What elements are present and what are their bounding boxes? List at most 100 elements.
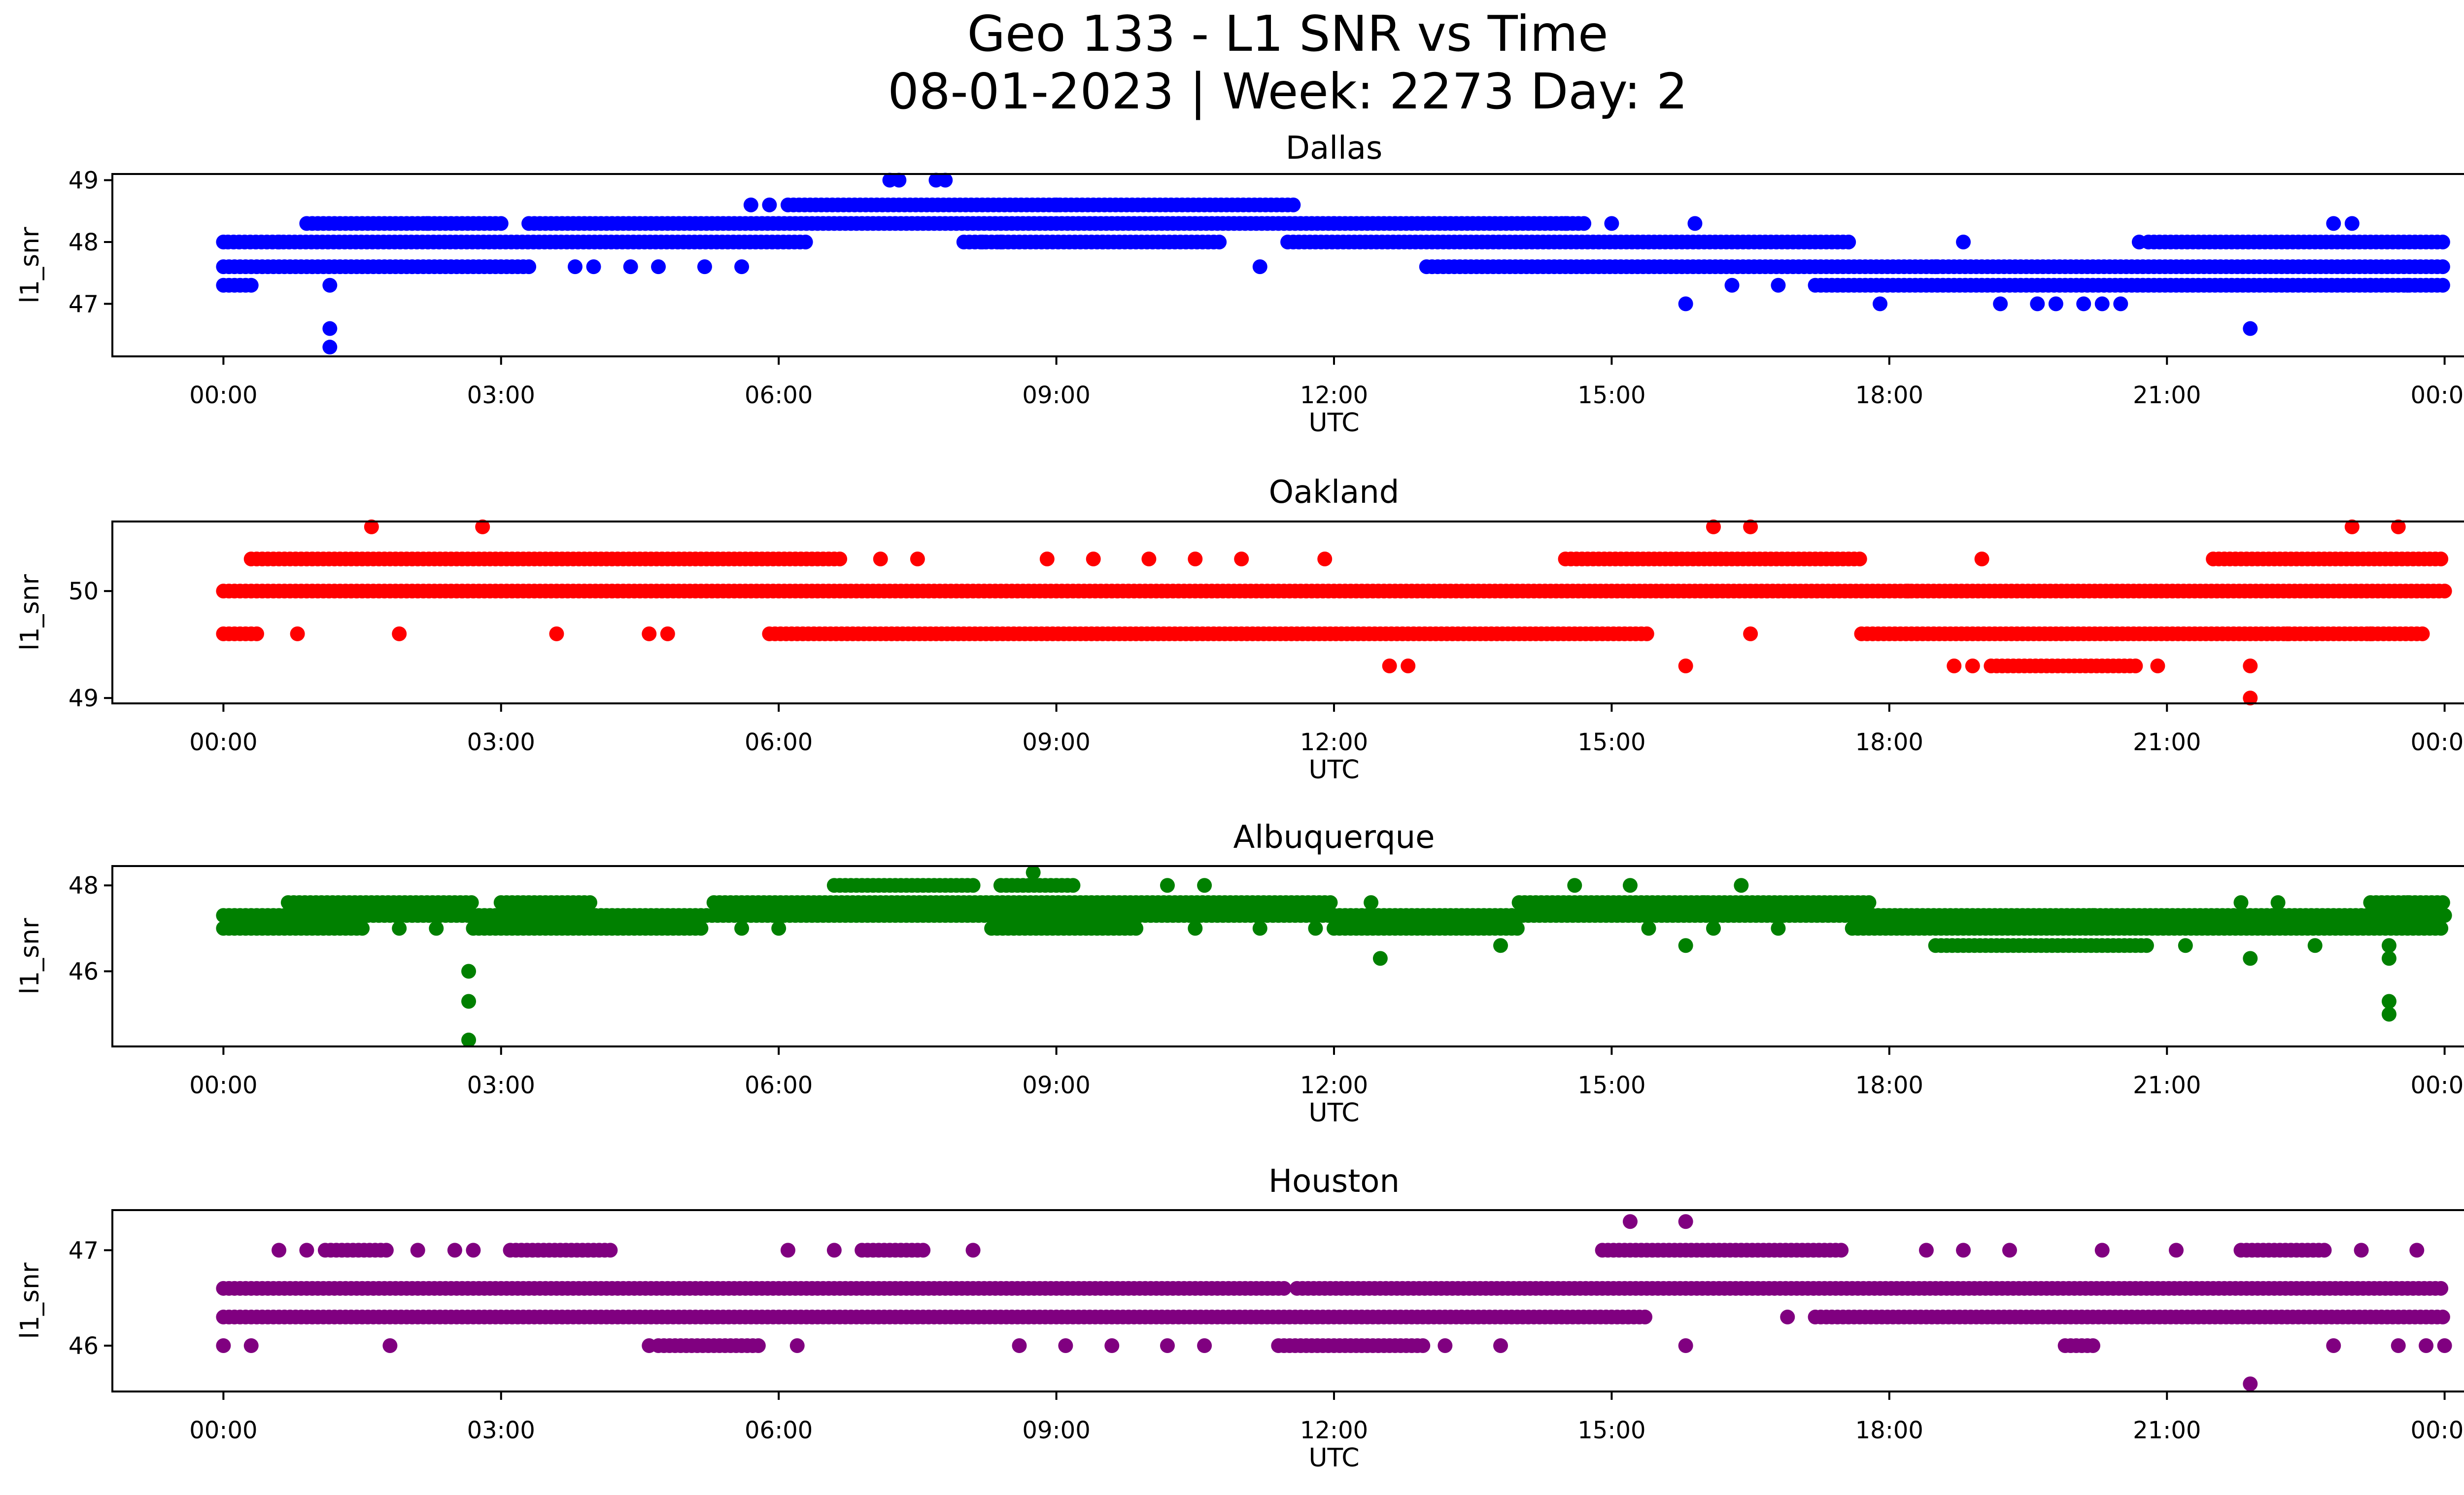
data-point [975, 234, 990, 249]
data-point [1252, 921, 1267, 936]
data-point [568, 259, 583, 275]
data-point [1276, 1281, 1292, 1296]
data-point [2243, 1376, 2258, 1391]
data-point [660, 626, 675, 641]
data-point [2435, 895, 2450, 910]
y-axis-label: l1_snr [15, 1262, 45, 1339]
data-point [243, 1338, 259, 1354]
y-tick-label: 47 [68, 1237, 99, 1264]
data-point [461, 994, 477, 1009]
x-tick-label: 00:00 [2410, 729, 2464, 756]
data-point [1639, 626, 1654, 641]
data-point [780, 1243, 795, 1258]
y-tick-label: 47 [68, 290, 99, 318]
data-point [1026, 865, 1041, 880]
data-point [461, 1032, 477, 1047]
data-point [1697, 895, 1712, 910]
x-tick-label: 15:00 [1577, 1417, 1645, 1444]
panel-albuquerque: Albuquerque 00:00 03:00 06:00 09:00 12:00 15:0… [15, 819, 2464, 1128]
data-point [1834, 1243, 1849, 1258]
data-point [322, 340, 338, 355]
x-axis-label: UTC [1308, 1098, 1359, 1128]
data-point [2391, 519, 2406, 534]
data-point [2085, 908, 2100, 923]
data-point [916, 1243, 931, 1258]
panel-title: Dallas [1286, 130, 1383, 167]
data-point [1437, 1338, 1453, 1354]
y-tick-label: 49 [68, 685, 99, 712]
x-axis-label: UTC [1308, 408, 1359, 438]
data-point [1965, 659, 1980, 674]
y-tick-label: 48 [68, 229, 99, 256]
data-point [2409, 1243, 2425, 1258]
data-point [1493, 938, 1508, 953]
data-point [461, 964, 477, 979]
data-point [1622, 878, 1638, 893]
x-tick-label: 15:00 [1577, 729, 1645, 756]
data-point [322, 278, 338, 293]
data-point [1576, 216, 1592, 231]
y-axis-label: l1_snr [15, 227, 45, 304]
data-point [910, 551, 925, 566]
data-point [938, 173, 953, 188]
data-point [382, 1338, 398, 1354]
data-point [2048, 296, 2063, 312]
data-point [2437, 908, 2452, 923]
x-tick-label: 00:00 [189, 729, 257, 756]
data-point [1928, 259, 1943, 275]
data-point [642, 626, 657, 641]
y-tick-label: 49 [68, 167, 99, 195]
data-point [299, 1243, 314, 1258]
data-point [272, 234, 287, 249]
chart-title: Geo 133 - L1 SNR vs Time [967, 5, 1608, 63]
data-point [743, 197, 758, 212]
data-point [2435, 234, 2450, 249]
data-point [2433, 1281, 2449, 1296]
data-point [1873, 296, 1888, 312]
data-point [2381, 994, 2396, 1009]
data-point [603, 1243, 618, 1258]
data-point [1364, 895, 1379, 910]
x-tick-label: 09:00 [1022, 729, 1090, 756]
axes-frame [111, 865, 2464, 1047]
data-point [1771, 921, 1786, 936]
data-point [1638, 1309, 1653, 1324]
x-axis-label: UTC [1308, 1443, 1359, 1473]
data-point [1323, 895, 1338, 910]
data-point [216, 234, 231, 249]
data-point [826, 1243, 842, 1258]
data-point [2094, 296, 2110, 312]
data-point [521, 259, 537, 275]
data-point [2178, 938, 2193, 953]
x-tick-label: 06:00 [745, 729, 813, 756]
data-point [2169, 1243, 2184, 1258]
data-point [1188, 921, 1203, 936]
data-point [392, 921, 407, 936]
data-point [2094, 1243, 2110, 1258]
data-point [2002, 1243, 2017, 1258]
data-point [1771, 278, 1786, 293]
x-tick-label: 06:00 [745, 1417, 813, 1444]
data-point [642, 1338, 657, 1354]
x-tick-label: 21:00 [2133, 729, 2201, 756]
data-point [364, 519, 379, 534]
data-point [2150, 659, 2165, 674]
data-point [2354, 1243, 2369, 1258]
data-point [322, 321, 338, 336]
x-tick-label: 15:00 [1577, 1072, 1645, 1099]
x-tick-label: 18:00 [1855, 729, 1923, 756]
data-point [1604, 216, 1619, 231]
x-tick-label: 09:00 [1022, 382, 1090, 409]
data-point [2391, 1338, 2406, 1354]
data-point [2419, 1338, 2434, 1354]
data-point [2280, 626, 2295, 641]
data-point [355, 921, 370, 936]
data-point [2307, 938, 2323, 953]
data-point [2344, 519, 2360, 534]
x-tick-label: 09:00 [1022, 1072, 1090, 1099]
data-point [734, 259, 750, 275]
axes-frame [111, 1209, 2464, 1392]
data-point [2344, 216, 2360, 231]
y-tick-label: 48 [68, 872, 99, 900]
data-point [493, 216, 509, 231]
